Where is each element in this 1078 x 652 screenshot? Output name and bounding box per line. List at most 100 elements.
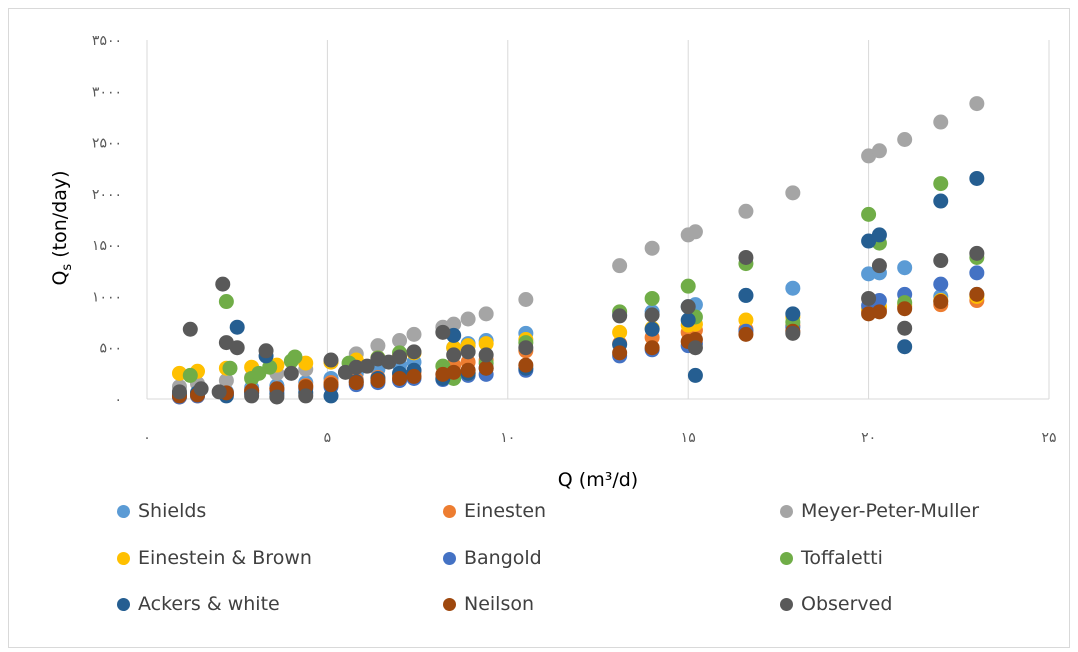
point-neilson <box>348 375 364 391</box>
point-meyer-peter-muller <box>897 131 913 147</box>
legend-marker <box>443 597 456 611</box>
y-tick-label: ۱۰۰۰ <box>92 289 122 305</box>
legend-item: Shields <box>117 498 206 524</box>
point-ackers-white <box>323 388 339 404</box>
point-neilson <box>518 357 534 373</box>
legend-marker <box>117 551 130 565</box>
legend-marker <box>780 504 793 518</box>
point-observed <box>229 340 245 356</box>
legend-label: Toffaletti <box>801 547 883 569</box>
point-observed <box>518 340 534 356</box>
point-neilson <box>969 286 985 302</box>
axis-ticks: ۰ ۵ ۱۰ ۱۵ ۲۰ ۲۵ ۰ ۵۰۰ ۱۰۰۰ ۱۵۰۰ ۲۰۰۰ ۲۵۰۰ ۳۰۰۰ ۳۵۰۰ <box>92 33 1057 446</box>
point-ackers-white <box>969 170 985 186</box>
point-einestein-brown <box>612 324 628 340</box>
x-tick-label: ۱۰ <box>500 430 515 446</box>
point-observed <box>969 245 985 261</box>
point-meyer-peter-muller <box>933 114 949 130</box>
point-observed <box>258 343 274 359</box>
point-bangold <box>933 276 949 292</box>
point-meyer-peter-muller <box>644 240 660 256</box>
legend-marker <box>780 551 793 565</box>
x-tick-label: ۰ <box>143 430 151 446</box>
point-observed <box>359 358 375 374</box>
point-observed <box>612 308 628 324</box>
point-meyer-peter-muller <box>446 316 462 332</box>
point-meyer-peter-muller <box>871 143 887 159</box>
point-shields <box>861 266 877 282</box>
point-observed <box>478 347 494 363</box>
point-observed <box>348 359 364 375</box>
legend-marker <box>443 551 456 565</box>
point-neilson <box>370 373 386 389</box>
point-ackers-white <box>897 339 913 355</box>
y-tick-label: ۳۵۰۰ <box>92 33 122 49</box>
point-neilson <box>406 368 422 384</box>
x-tick-label: ۲۰ <box>861 430 876 446</box>
x-axis-title: Q (m³/d) <box>558 469 638 491</box>
y-tick-label: ۰ <box>114 392 122 408</box>
x-tick-label: ۱۵ <box>681 430 696 446</box>
point-meyer-peter-muller <box>478 306 494 322</box>
point-ackers-white <box>229 319 245 335</box>
point-toffaletti <box>182 367 198 383</box>
point-toffaletti <box>262 359 278 375</box>
point-einestein-brown <box>738 312 754 328</box>
point-meyer-peter-muller <box>785 185 801 201</box>
point-meyer-peter-muller <box>969 96 985 112</box>
point-observed <box>687 340 703 356</box>
point-observed <box>323 352 339 368</box>
point-observed <box>644 307 660 323</box>
legend-item: Einestein & Brown <box>117 545 312 571</box>
point-ackers-white <box>871 227 887 243</box>
point-observed <box>171 384 187 400</box>
gridlines <box>146 40 1050 400</box>
point-shields <box>897 260 913 276</box>
point-observed <box>897 320 913 336</box>
point-ackers-white <box>738 287 754 303</box>
point-observed <box>392 349 408 365</box>
point-meyer-peter-muller <box>612 258 628 274</box>
point-observed <box>193 381 209 397</box>
point-meyer-peter-muller <box>687 224 703 240</box>
y-tick-label: ۱۵۰۰ <box>92 238 122 254</box>
legend-label: Bangold <box>464 547 542 569</box>
legend-label: Ackers & white <box>138 593 280 615</box>
point-shields <box>785 280 801 296</box>
point-einestein-brown <box>478 336 494 352</box>
point-toffaletti <box>680 278 696 294</box>
point-bangold <box>969 265 985 281</box>
legend-item: Ackers & white <box>117 591 280 617</box>
point-neilson <box>478 360 494 376</box>
point-meyer-peter-muller <box>518 292 534 308</box>
point-meyer-peter-muller <box>460 311 476 327</box>
legend-label: Einestein & Brown <box>138 547 312 569</box>
legend-item: Meyer-Peter-Muller <box>780 498 979 524</box>
point-observed <box>215 276 231 292</box>
y-axis-title-sub: s <box>60 264 75 271</box>
point-observed <box>738 249 754 265</box>
point-observed <box>406 344 422 360</box>
y-tick-label: ۲۰۰۰ <box>92 187 122 203</box>
point-meyer-peter-muller <box>738 203 754 219</box>
y-tick-label: ۲۵۰۰ <box>92 136 122 152</box>
y-tick-label: ۳۰۰۰ <box>92 84 122 100</box>
legend-item: Einesten <box>443 498 546 524</box>
point-meyer-peter-muller <box>218 373 234 389</box>
y-axis-title-main: Q <box>49 271 71 286</box>
point-observed <box>446 347 462 363</box>
point-neilson <box>392 370 408 386</box>
legend-item: Neilson <box>443 591 534 617</box>
point-toffaletti <box>218 294 234 310</box>
point-neilson <box>897 301 913 317</box>
point-neilson <box>933 294 949 310</box>
point-observed <box>435 324 451 340</box>
point-observed <box>298 388 314 404</box>
point-neilson <box>644 340 660 356</box>
legend-label: Einesten <box>464 500 547 522</box>
point-observed <box>283 365 299 381</box>
point-ackers-white <box>644 321 660 337</box>
x-tick-label: ۵ <box>324 430 332 446</box>
point-neilson <box>612 345 628 361</box>
